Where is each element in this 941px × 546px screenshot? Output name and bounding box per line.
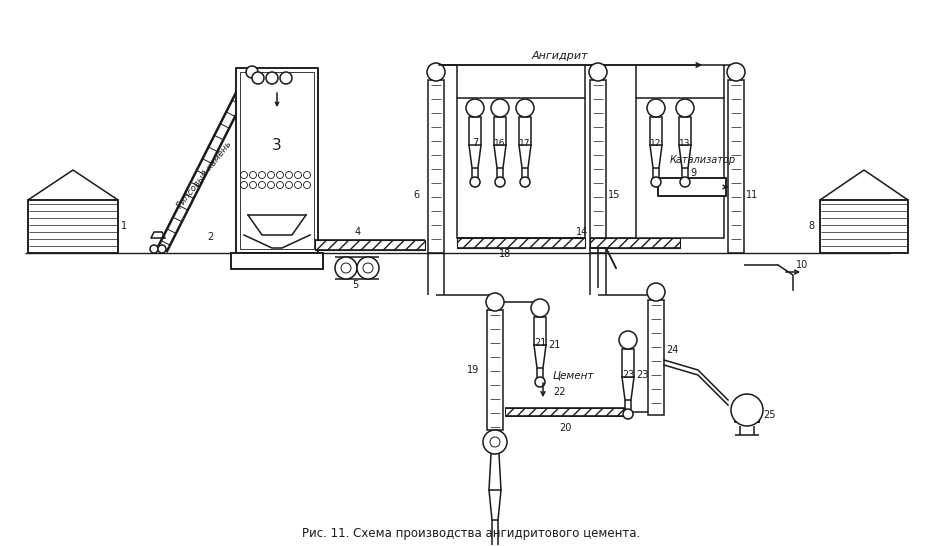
Bar	[648, 300, 664, 415]
Bar	[457, 98, 585, 238]
Text: 12: 12	[650, 139, 662, 147]
Text: 6: 6	[414, 190, 420, 200]
Bar	[236, 68, 318, 253]
Circle shape	[246, 66, 258, 78]
Text: 13: 13	[679, 139, 691, 147]
Circle shape	[150, 245, 158, 253]
Bar	[457, 238, 585, 248]
Circle shape	[427, 63, 445, 81]
Circle shape	[266, 72, 278, 84]
Bar	[679, 117, 691, 145]
Circle shape	[516, 99, 534, 117]
Text: Гипсовый камень: Гипсовый камень	[175, 140, 233, 210]
Circle shape	[589, 63, 607, 81]
Circle shape	[535, 377, 545, 387]
Text: Ангидрит: Ангидрит	[532, 51, 588, 61]
Circle shape	[680, 177, 690, 187]
Bar	[650, 117, 662, 145]
Bar	[735, 410, 759, 422]
Text: Рис. 11. Схема производства ангидритового цемента.: Рис. 11. Схема производства ангидритовог…	[302, 527, 640, 541]
Bar	[315, 240, 425, 250]
Bar	[658, 178, 726, 196]
Circle shape	[483, 430, 507, 454]
Bar	[469, 117, 481, 145]
Bar	[487, 310, 503, 430]
Circle shape	[647, 283, 665, 301]
Bar	[505, 408, 625, 416]
Text: 14: 14	[576, 227, 588, 237]
Bar	[428, 80, 444, 253]
Bar	[820, 200, 908, 253]
Circle shape	[676, 99, 694, 117]
Text: 17: 17	[519, 139, 531, 147]
Circle shape	[651, 177, 661, 187]
Bar	[534, 317, 546, 345]
Circle shape	[619, 331, 637, 349]
Text: 2: 2	[207, 232, 214, 242]
Text: 21: 21	[548, 340, 561, 350]
Text: 11: 11	[746, 190, 758, 200]
Text: 8: 8	[809, 221, 815, 231]
Bar	[622, 349, 634, 377]
Circle shape	[623, 409, 633, 419]
Text: 15: 15	[608, 190, 620, 200]
Circle shape	[280, 72, 292, 84]
Bar	[735, 410, 759, 422]
Bar	[28, 200, 118, 253]
Text: 4: 4	[355, 227, 361, 237]
Text: 23: 23	[636, 370, 648, 380]
Bar	[590, 238, 680, 248]
Text: 18: 18	[499, 249, 511, 259]
Circle shape	[495, 177, 505, 187]
Bar	[590, 80, 606, 253]
Circle shape	[252, 72, 264, 84]
Circle shape	[531, 299, 549, 317]
Circle shape	[491, 99, 509, 117]
Text: 5: 5	[352, 280, 359, 290]
Circle shape	[158, 245, 166, 253]
Bar	[231, 253, 323, 269]
Circle shape	[731, 394, 763, 426]
Text: 19: 19	[467, 365, 479, 375]
Circle shape	[727, 63, 745, 81]
Text: 21: 21	[534, 338, 546, 348]
Bar	[494, 117, 506, 145]
Circle shape	[335, 257, 357, 279]
Text: 25: 25	[763, 410, 775, 420]
Bar	[231, 253, 323, 269]
Text: 9: 9	[690, 168, 696, 178]
Bar	[236, 68, 318, 253]
Text: 20: 20	[559, 423, 571, 433]
Bar	[519, 117, 531, 145]
Bar	[636, 98, 724, 238]
Text: 23: 23	[622, 370, 634, 380]
Circle shape	[466, 99, 484, 117]
Text: 24: 24	[666, 345, 678, 355]
Text: 22: 22	[553, 387, 566, 397]
Bar	[28, 200, 118, 253]
Text: 3: 3	[272, 138, 282, 152]
Text: 7: 7	[471, 138, 478, 148]
Text: Катализатор: Катализатор	[670, 155, 736, 165]
Text: 16: 16	[494, 139, 505, 147]
Bar	[820, 200, 908, 253]
Circle shape	[647, 99, 665, 117]
Text: 10: 10	[796, 260, 808, 270]
Circle shape	[470, 177, 480, 187]
Text: Цемент: Цемент	[553, 370, 595, 380]
Circle shape	[357, 257, 379, 279]
Circle shape	[486, 293, 504, 311]
Bar	[658, 178, 726, 196]
Bar	[240, 72, 314, 249]
Bar	[728, 80, 744, 253]
Text: 1: 1	[121, 221, 127, 231]
Circle shape	[520, 177, 530, 187]
